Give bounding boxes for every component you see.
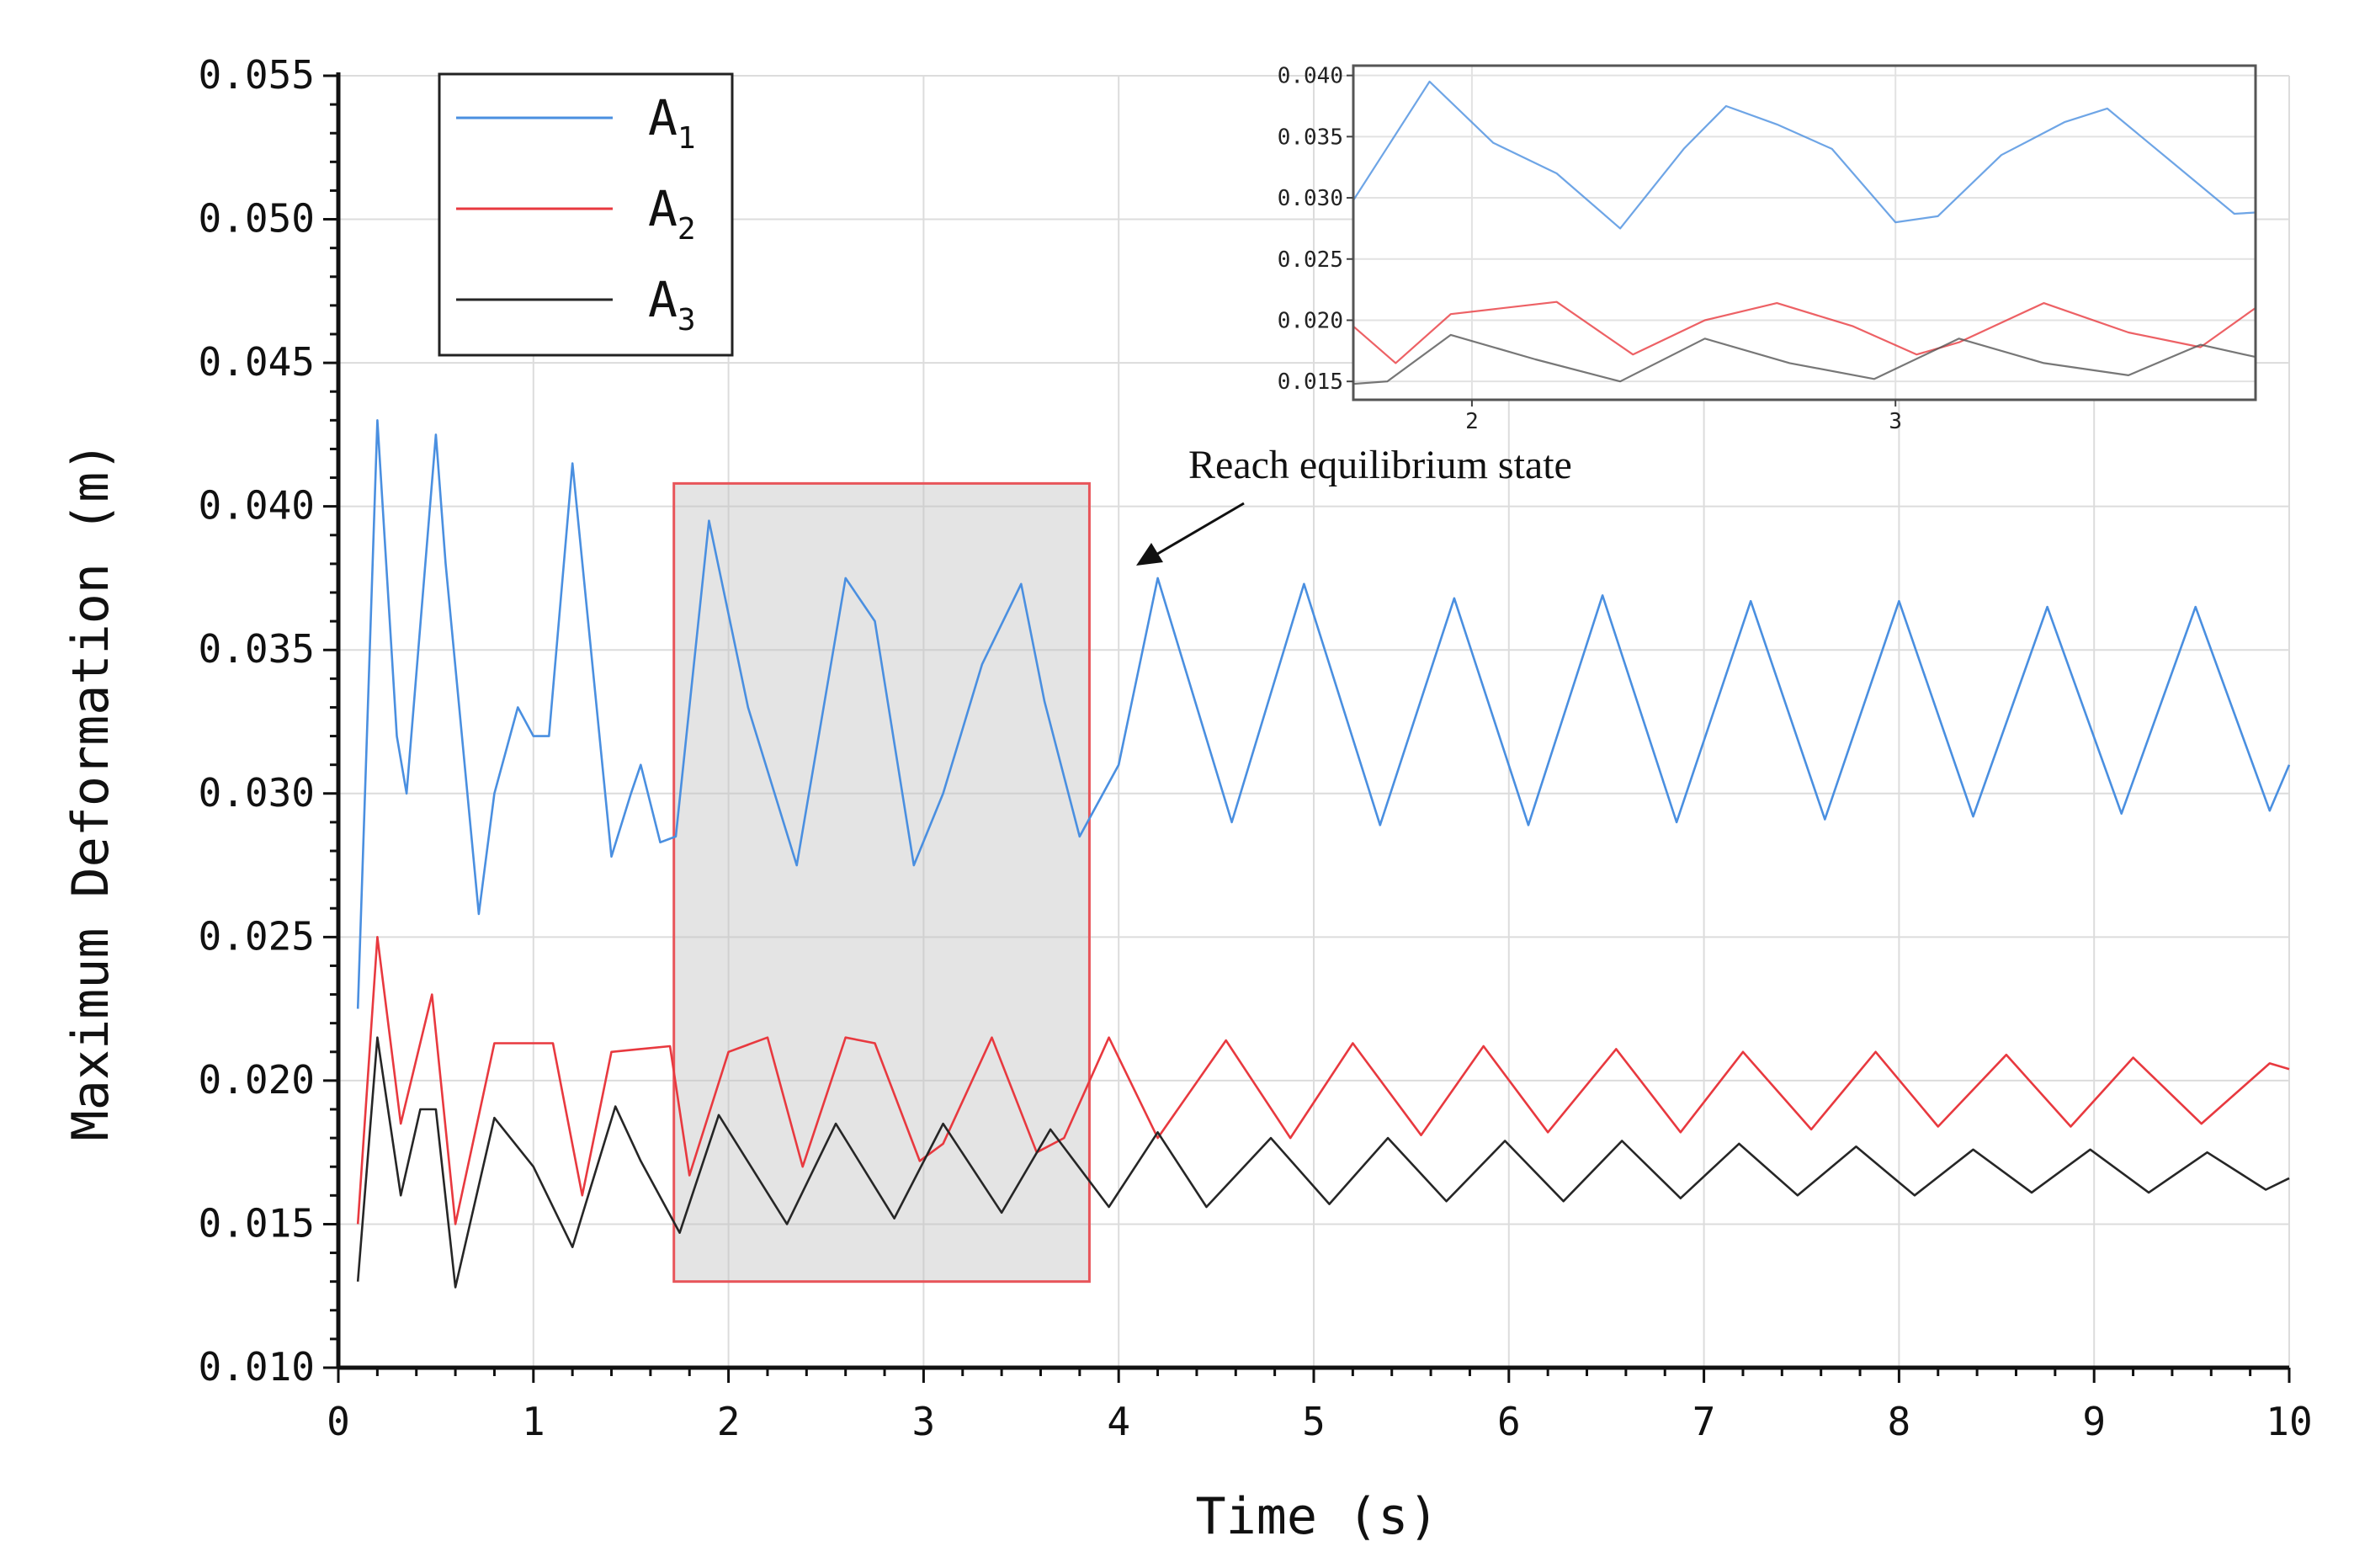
y-axis-title: Maximum Deformation (m): [61, 442, 120, 1141]
inset-series-group: [1352, 80, 2256, 385]
annotation: Reach equilibrium state: [1136, 443, 1572, 566]
series-line-a3: [356, 1036, 2290, 1289]
x-tick-label: 1: [522, 1399, 545, 1444]
inset-line-a2: [1352, 300, 2256, 364]
y-tick-label: 0.050: [199, 196, 315, 242]
legend-label-sub: 2: [678, 212, 696, 247]
inset-line-a1: [1352, 80, 2256, 230]
x-tick-label: 6: [1497, 1399, 1521, 1444]
inset-ticks: 2 3 0.015 0.020 0.025 0.030 0.035 0.040: [1278, 64, 1902, 434]
x-tick-label: 8: [1888, 1399, 1911, 1444]
main-series-group: [356, 419, 2291, 1289]
annotation-arrowhead: [1136, 543, 1163, 566]
legend-frame: [438, 72, 734, 357]
x-tick-label: 5: [1302, 1399, 1326, 1444]
y-tick-label: 0.045: [199, 339, 315, 385]
main-ticks: 0 1 2 3 4 5 6 7 8 9 10 0.010 0.015 0.020 0.025 0.030 0.0…: [199, 52, 2313, 1444]
inset-y-tick-label: 0.030: [1278, 186, 1343, 211]
series-line-a2: [356, 936, 2290, 1225]
inset-background: [1353, 66, 2256, 400]
y-tick-label: 0.025: [199, 913, 315, 959]
series-line-a1: [356, 419, 2291, 1009]
x-tick-label: 9: [2082, 1399, 2106, 1444]
x-tick-label: 0: [327, 1399, 350, 1444]
inset-frame: [1352, 64, 2257, 401]
inset-y-tick-label: 0.040: [1278, 64, 1343, 89]
inset-x-tick-label: 3: [1889, 409, 1902, 434]
equilibrium-region: [672, 481, 1091, 1284]
x-tick-label: 2: [717, 1399, 741, 1444]
legend-label-sub: 1: [678, 121, 696, 156]
inset-chart: 2 3 0.015 0.020 0.025 0.030 0.035 0.040: [1278, 64, 2257, 434]
inset-line-a3: [1352, 333, 2256, 385]
y-tick-label: 0.020: [199, 1057, 315, 1103]
x-tick-label: 10: [2266, 1399, 2312, 1444]
x-tick-label: 7: [1692, 1399, 1716, 1444]
inset-y-tick-label: 0.025: [1278, 247, 1343, 273]
annotation-arrow-line: [1154, 502, 1245, 557]
y-tick-label: 0.030: [199, 770, 315, 816]
inset-y-tick-label: 0.020: [1278, 308, 1343, 333]
inset-y-tick-label: 0.035: [1278, 125, 1343, 150]
x-tick-label: 4: [1107, 1399, 1130, 1444]
y-tick-label: 0.010: [199, 1344, 315, 1390]
y-tick-label: 0.035: [199, 626, 315, 672]
inset-y-tick-label: 0.015: [1278, 369, 1343, 395]
x-tick-label: 3: [912, 1399, 936, 1444]
annotation-text: Reach equilibrium state: [1188, 443, 1572, 487]
legend-label-sub: 3: [678, 303, 696, 338]
x-axis-title: Time (s): [1196, 1487, 1439, 1546]
y-tick-label: 0.055: [199, 52, 315, 98]
y-tick-label: 0.015: [199, 1200, 315, 1246]
inset-x-tick-label: 2: [1465, 409, 1479, 434]
y-tick-label: 0.040: [199, 483, 315, 529]
